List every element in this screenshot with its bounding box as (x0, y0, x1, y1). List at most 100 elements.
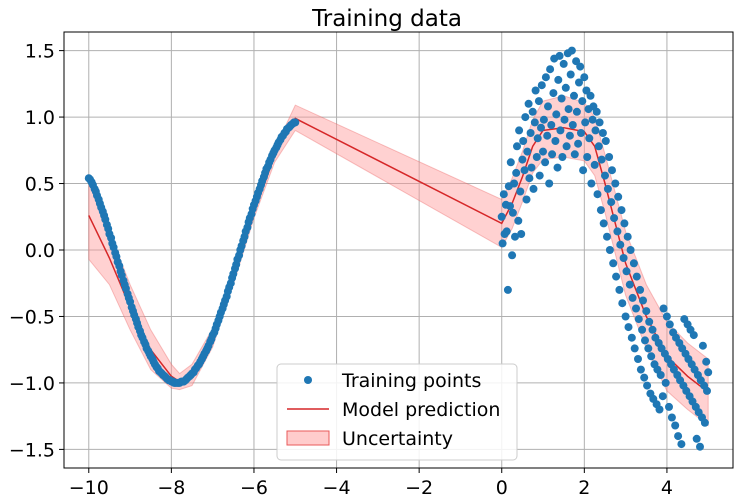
training-point (544, 102, 552, 111)
training-point (636, 365, 645, 374)
training-point (557, 94, 566, 103)
training-point (627, 333, 636, 342)
training-point (565, 131, 574, 140)
training-point (552, 110, 561, 119)
training-point (619, 254, 628, 262)
training-point (512, 168, 521, 177)
training-point (590, 160, 599, 169)
training-point (597, 155, 606, 164)
training-point (547, 121, 556, 129)
training-point (609, 259, 618, 268)
training-point (502, 227, 511, 236)
training-point (516, 187, 525, 196)
chart-title: Training data (311, 6, 462, 32)
training-point (643, 381, 652, 390)
training-point (525, 174, 534, 183)
training-point (546, 65, 555, 74)
training-point (549, 89, 558, 98)
training-point (528, 107, 537, 116)
training-point (564, 105, 573, 114)
training-point (543, 131, 552, 140)
training-point (518, 155, 527, 164)
y-tick-label: 1.0 (25, 107, 55, 129)
training-point (291, 118, 300, 127)
training-point (586, 91, 595, 100)
x-tick-label: −10 (69, 477, 109, 499)
training-point (662, 312, 671, 321)
training-point (555, 51, 564, 60)
training-point (608, 166, 616, 175)
training-point (625, 280, 634, 289)
training-point (534, 97, 543, 106)
training-point (622, 267, 631, 276)
training-point (566, 70, 575, 79)
training-point (607, 198, 616, 207)
training-point (508, 208, 517, 217)
training-point (603, 184, 612, 193)
x-tick-label: −4 (323, 477, 351, 499)
training-point (498, 239, 507, 248)
training-point (593, 190, 602, 199)
training-point (698, 341, 707, 350)
training-point (533, 134, 542, 143)
training-point (612, 272, 621, 281)
training-point (508, 251, 517, 260)
training-point (665, 320, 674, 329)
training-point (592, 107, 601, 116)
training-point (531, 86, 540, 95)
training-point (598, 129, 607, 137)
training-point (522, 195, 531, 204)
training-point (640, 373, 649, 382)
y-tick-label: 1.5 (25, 41, 55, 63)
training-point (599, 219, 608, 228)
training-point (506, 202, 514, 211)
training-point (704, 368, 713, 377)
training-point (513, 142, 521, 151)
training-point (614, 192, 623, 201)
training-point (603, 232, 611, 241)
training-point (541, 158, 550, 167)
training-point (548, 150, 557, 159)
training-point (620, 219, 629, 228)
training-point (581, 118, 590, 127)
training-point (517, 230, 526, 238)
legend-marker-uncertainty (286, 430, 330, 446)
training-point (520, 166, 529, 175)
training-point (521, 113, 530, 122)
training-point (559, 59, 568, 68)
training-point (499, 190, 508, 199)
training-point (575, 78, 583, 87)
training-point (539, 115, 548, 124)
training-point (503, 285, 512, 294)
training-point (497, 212, 506, 221)
training-point (537, 81, 546, 90)
y-tick-label: −1.0 (9, 373, 55, 395)
training-point (656, 371, 665, 379)
training-point (541, 73, 550, 82)
legend-label-uncertainty: Uncertainty (342, 428, 453, 450)
training-point (634, 315, 643, 324)
x-tick-label: 4 (661, 477, 673, 499)
training-point (556, 126, 565, 135)
training-point (570, 150, 579, 159)
training-point (588, 115, 597, 124)
training-point (639, 296, 647, 305)
training-point (574, 139, 583, 148)
training-point (665, 402, 673, 411)
training-point (583, 153, 592, 161)
y-tick-label: 0.0 (25, 240, 55, 262)
training-point (579, 166, 588, 175)
training-point (632, 304, 640, 313)
training-point (568, 121, 577, 129)
training-point (677, 440, 686, 449)
training-point (526, 129, 535, 137)
training-point (645, 317, 654, 326)
training-point (523, 147, 532, 156)
training-point (535, 171, 544, 180)
training-point (621, 312, 630, 321)
training-point (577, 129, 585, 137)
training-point (515, 126, 524, 135)
training-point (561, 83, 570, 92)
training-point (595, 118, 604, 127)
training-point (642, 307, 651, 316)
